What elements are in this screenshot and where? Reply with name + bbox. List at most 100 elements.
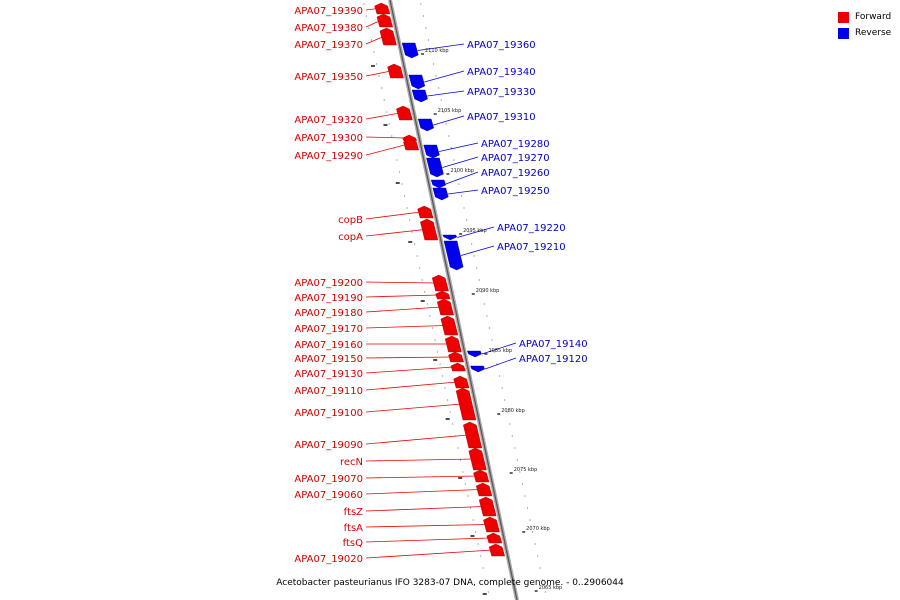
guide-dot [501,387,503,389]
guide-dot [422,15,424,17]
guide-dot [427,39,430,41]
forward-gene-label: ftsQ [343,538,363,549]
guide-dot [476,267,478,269]
reverse-gene-label: APA07_19140 [519,339,588,350]
guide-dot [381,87,383,89]
reverse-gene-APA07_19140 [466,350,482,358]
forward-gene-leader [365,458,474,462]
reverse-gene-APA07_19120 [470,365,485,373]
scale-label: 2070 kbp [526,526,550,532]
forward-gene-APA07_19300 [402,134,418,142]
scale-label: 2105 kbp [438,108,462,114]
legend: Forward Reverse [838,9,891,41]
guide-dot [448,135,450,137]
forward-gene-label: APA07_19290 [294,151,363,162]
guide-dot [401,183,403,185]
reverse-gene-APA07_19360 [401,42,419,59]
scale-label: 2065 kbp [539,585,563,591]
guide-dot [424,291,426,293]
guide-dot [435,75,437,77]
reverse-gene-APA07_19340 [408,74,426,90]
guide-dot [398,171,401,173]
reverse-gene-leader [457,226,495,238]
reverse-gene-APA07_19280 [423,144,440,159]
guide-dot [457,447,459,449]
genome-axis-core [389,0,518,600]
guide-dot [429,315,431,317]
forward-gene-leader [365,136,406,139]
reverse-gene-label: APA07_19210 [497,242,566,253]
forward-gene-APA07_19100 [455,387,477,421]
guide-dot [370,39,373,41]
guide-dot [491,339,493,341]
forward-gene-ftsQ [486,532,503,544]
guide-dot [481,291,483,293]
guide-dot [455,171,458,173]
guide-dot [542,579,544,581]
forward-gene-label: recN [340,457,363,468]
guide-dot [386,111,388,113]
guide-dot [475,531,477,533]
forward-gene-leader [365,112,400,120]
guide-dot [443,111,445,113]
forward-gene-label: APA07_19370 [294,40,363,51]
guide-dot [504,399,506,401]
forward-gene-leader [365,506,484,512]
forward-gene-label: APA07_19110 [294,386,363,397]
guide-dot [368,27,370,29]
forward-gene-copB [417,205,434,219]
forward-gene-ftsZ [478,496,497,517]
forward-gene-leader [365,229,425,237]
forward-gene-APA07_19390 [374,2,391,15]
reverse-gene-leader [448,189,479,195]
forward-gene-APA07_19350 [387,63,404,79]
guide-dot [378,75,380,77]
guide-dot [365,15,367,17]
guide-dot [396,159,398,161]
scale-label: 2080 kbp [501,408,525,414]
forward-gene-leader [365,70,392,77]
reverse-gene-label: APA07_19120 [519,354,588,365]
guide-dot [488,327,491,329]
guide-dot [383,99,385,101]
forward-gene-APA07_19380 [376,13,393,28]
reverse-gene-leader [427,90,465,97]
guide-dot [453,159,455,161]
guide-dot [425,27,427,29]
guide-dot [438,87,440,89]
guide-dot [436,351,439,353]
forward-gene-recN [468,447,487,471]
guide-dot [514,447,516,449]
reverse-gene-label: APA07_19250 [481,186,550,197]
scale-label: 2075 kbp [514,467,538,473]
guide-dot [391,135,393,137]
forward-gene-leader [365,20,381,28]
forward-gene-label: APA07_19090 [294,440,363,451]
guide-dot [450,147,452,149]
forward-gene-leader [365,381,457,391]
guide-dot [483,303,485,305]
guide-dot [486,315,488,317]
guide-dot [421,279,423,281]
reverse-gene-leader [438,142,479,152]
reverse-gene-leader [442,156,479,168]
forward-gene-label: ftsA [344,523,363,534]
forward-gene-label: ftsZ [344,507,363,518]
guide-dot [462,471,464,473]
forward-gene-label: APA07_19300 [294,133,363,144]
reverse-gene-label: APA07_19330 [467,87,536,98]
guide-dot [524,495,526,497]
scale-label: 2085 kbp [489,348,513,354]
guide-dot [420,3,422,5]
guide-dot [472,519,474,521]
forward-gene-label: copA [338,232,363,243]
forward-gene-label: APA07_19170 [294,324,363,335]
forward-gene-leader [365,403,462,413]
guide-dot [465,219,468,221]
forward-gene-leader [365,211,421,220]
forward-gene-APA07_19130 [450,362,466,372]
guide-dot [477,543,479,545]
legend-forward-label: Forward [855,12,892,22]
guide-dot [375,63,378,65]
forward-gene-APA07_19170 [440,315,459,336]
